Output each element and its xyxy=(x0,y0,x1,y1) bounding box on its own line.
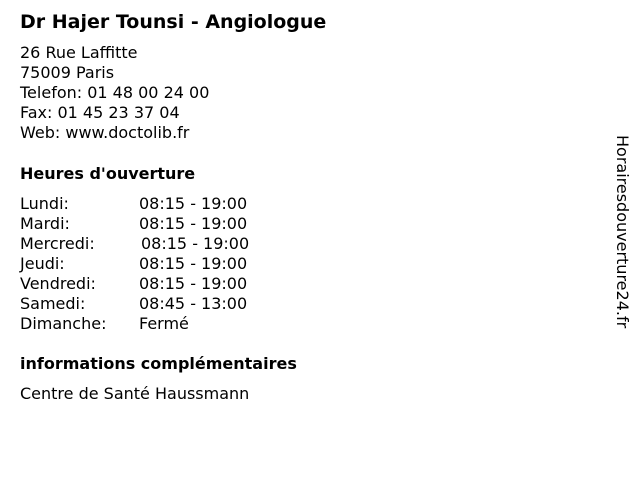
time: 08:15 - 19:00 xyxy=(139,194,248,213)
time: 08:15 - 19:00 xyxy=(139,254,248,273)
address-street: 26 Rue Laffitte xyxy=(20,43,138,62)
address-city: 75009 Paris xyxy=(20,63,115,82)
day: Mercredi: xyxy=(20,234,95,253)
time: 08:15 - 19:00 xyxy=(141,234,250,253)
fax: Fax: 01 45 23 37 04 xyxy=(20,103,180,122)
hours-row: Mardi: 08:15 - 19:00 xyxy=(20,214,247,234)
time: 08:45 - 13:00 xyxy=(139,294,248,313)
hours-row: Mercredi: 08:15 - 19:00 xyxy=(20,234,249,254)
phone: Telefon: 01 48 00 24 00 xyxy=(20,83,210,102)
day: Samedi: xyxy=(20,294,86,313)
day: Jeudi: xyxy=(20,254,65,273)
watermark-text: Horairesdouverture24.fr xyxy=(613,135,632,329)
hours-row: Samedi: 08:45 - 13:00 xyxy=(20,294,247,314)
hours-row: Jeudi: 08:15 - 19:00 xyxy=(20,254,247,274)
hours-heading: Heures d'ouverture xyxy=(20,164,196,183)
time: Fermé xyxy=(139,314,189,333)
info-text: Centre de Santé Haussmann xyxy=(20,384,250,403)
hours-row: Vendredi: 08:15 - 19:00 xyxy=(20,274,247,294)
day: Dimanche: xyxy=(20,314,107,333)
day: Vendredi: xyxy=(20,274,96,293)
page-title: Dr Hajer Tounsi - Angiologue xyxy=(20,11,327,33)
day: Lundi: xyxy=(20,194,69,213)
time: 08:15 - 19:00 xyxy=(139,214,248,233)
hours-row: Lundi: 08:15 - 19:00 xyxy=(20,194,247,214)
day: Mardi: xyxy=(20,214,70,233)
website: Web: www.doctolib.fr xyxy=(20,123,190,142)
hours-row: Dimanche: Fermé xyxy=(20,314,189,334)
time: 08:15 - 19:00 xyxy=(139,274,248,293)
info-heading: informations complémentaires xyxy=(20,354,297,373)
